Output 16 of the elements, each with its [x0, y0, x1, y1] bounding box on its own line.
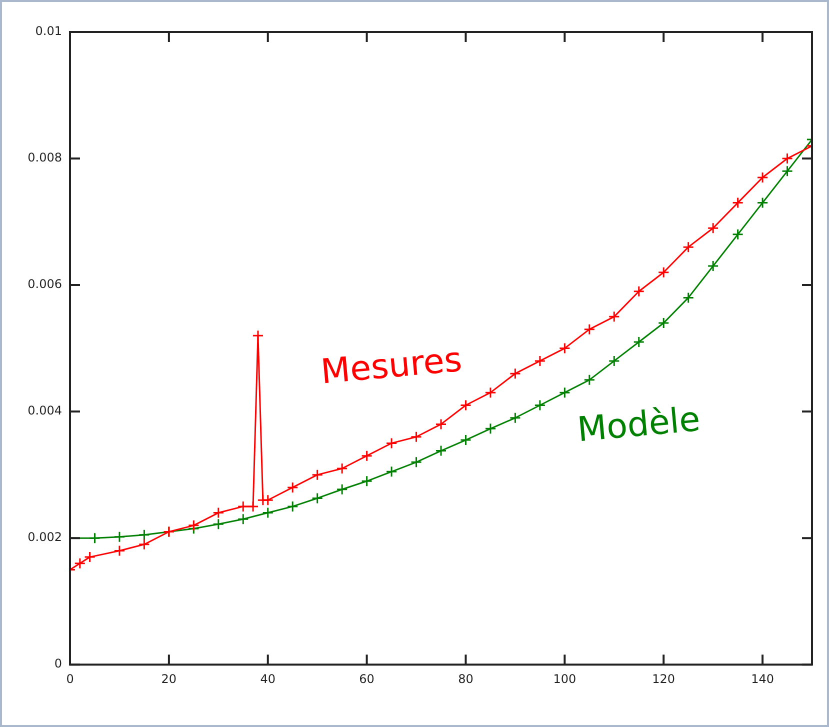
y-tick-label: 0.004: [28, 404, 62, 418]
text: Modèle: [576, 399, 702, 450]
x-tick-label: 120: [652, 672, 676, 686]
x-tick-label: 60: [359, 672, 374, 686]
x-tick-label: 0: [66, 672, 74, 686]
y-tick-label: 0.006: [28, 277, 62, 292]
x-tick-label: 40: [260, 672, 276, 686]
x-tick-label: 100: [553, 672, 576, 686]
y-tick-label: 0: [54, 656, 62, 671]
text: Mesures: [319, 340, 464, 392]
y-tick-label: 0.002: [28, 530, 62, 544]
y-tick-label: 0.008: [28, 150, 62, 165]
y-tick-label: 0.01: [35, 24, 62, 38]
x-tick-label: 20: [161, 672, 177, 686]
x-tick-label: 140: [751, 672, 774, 686]
x-tick-label: 80: [458, 672, 474, 686]
